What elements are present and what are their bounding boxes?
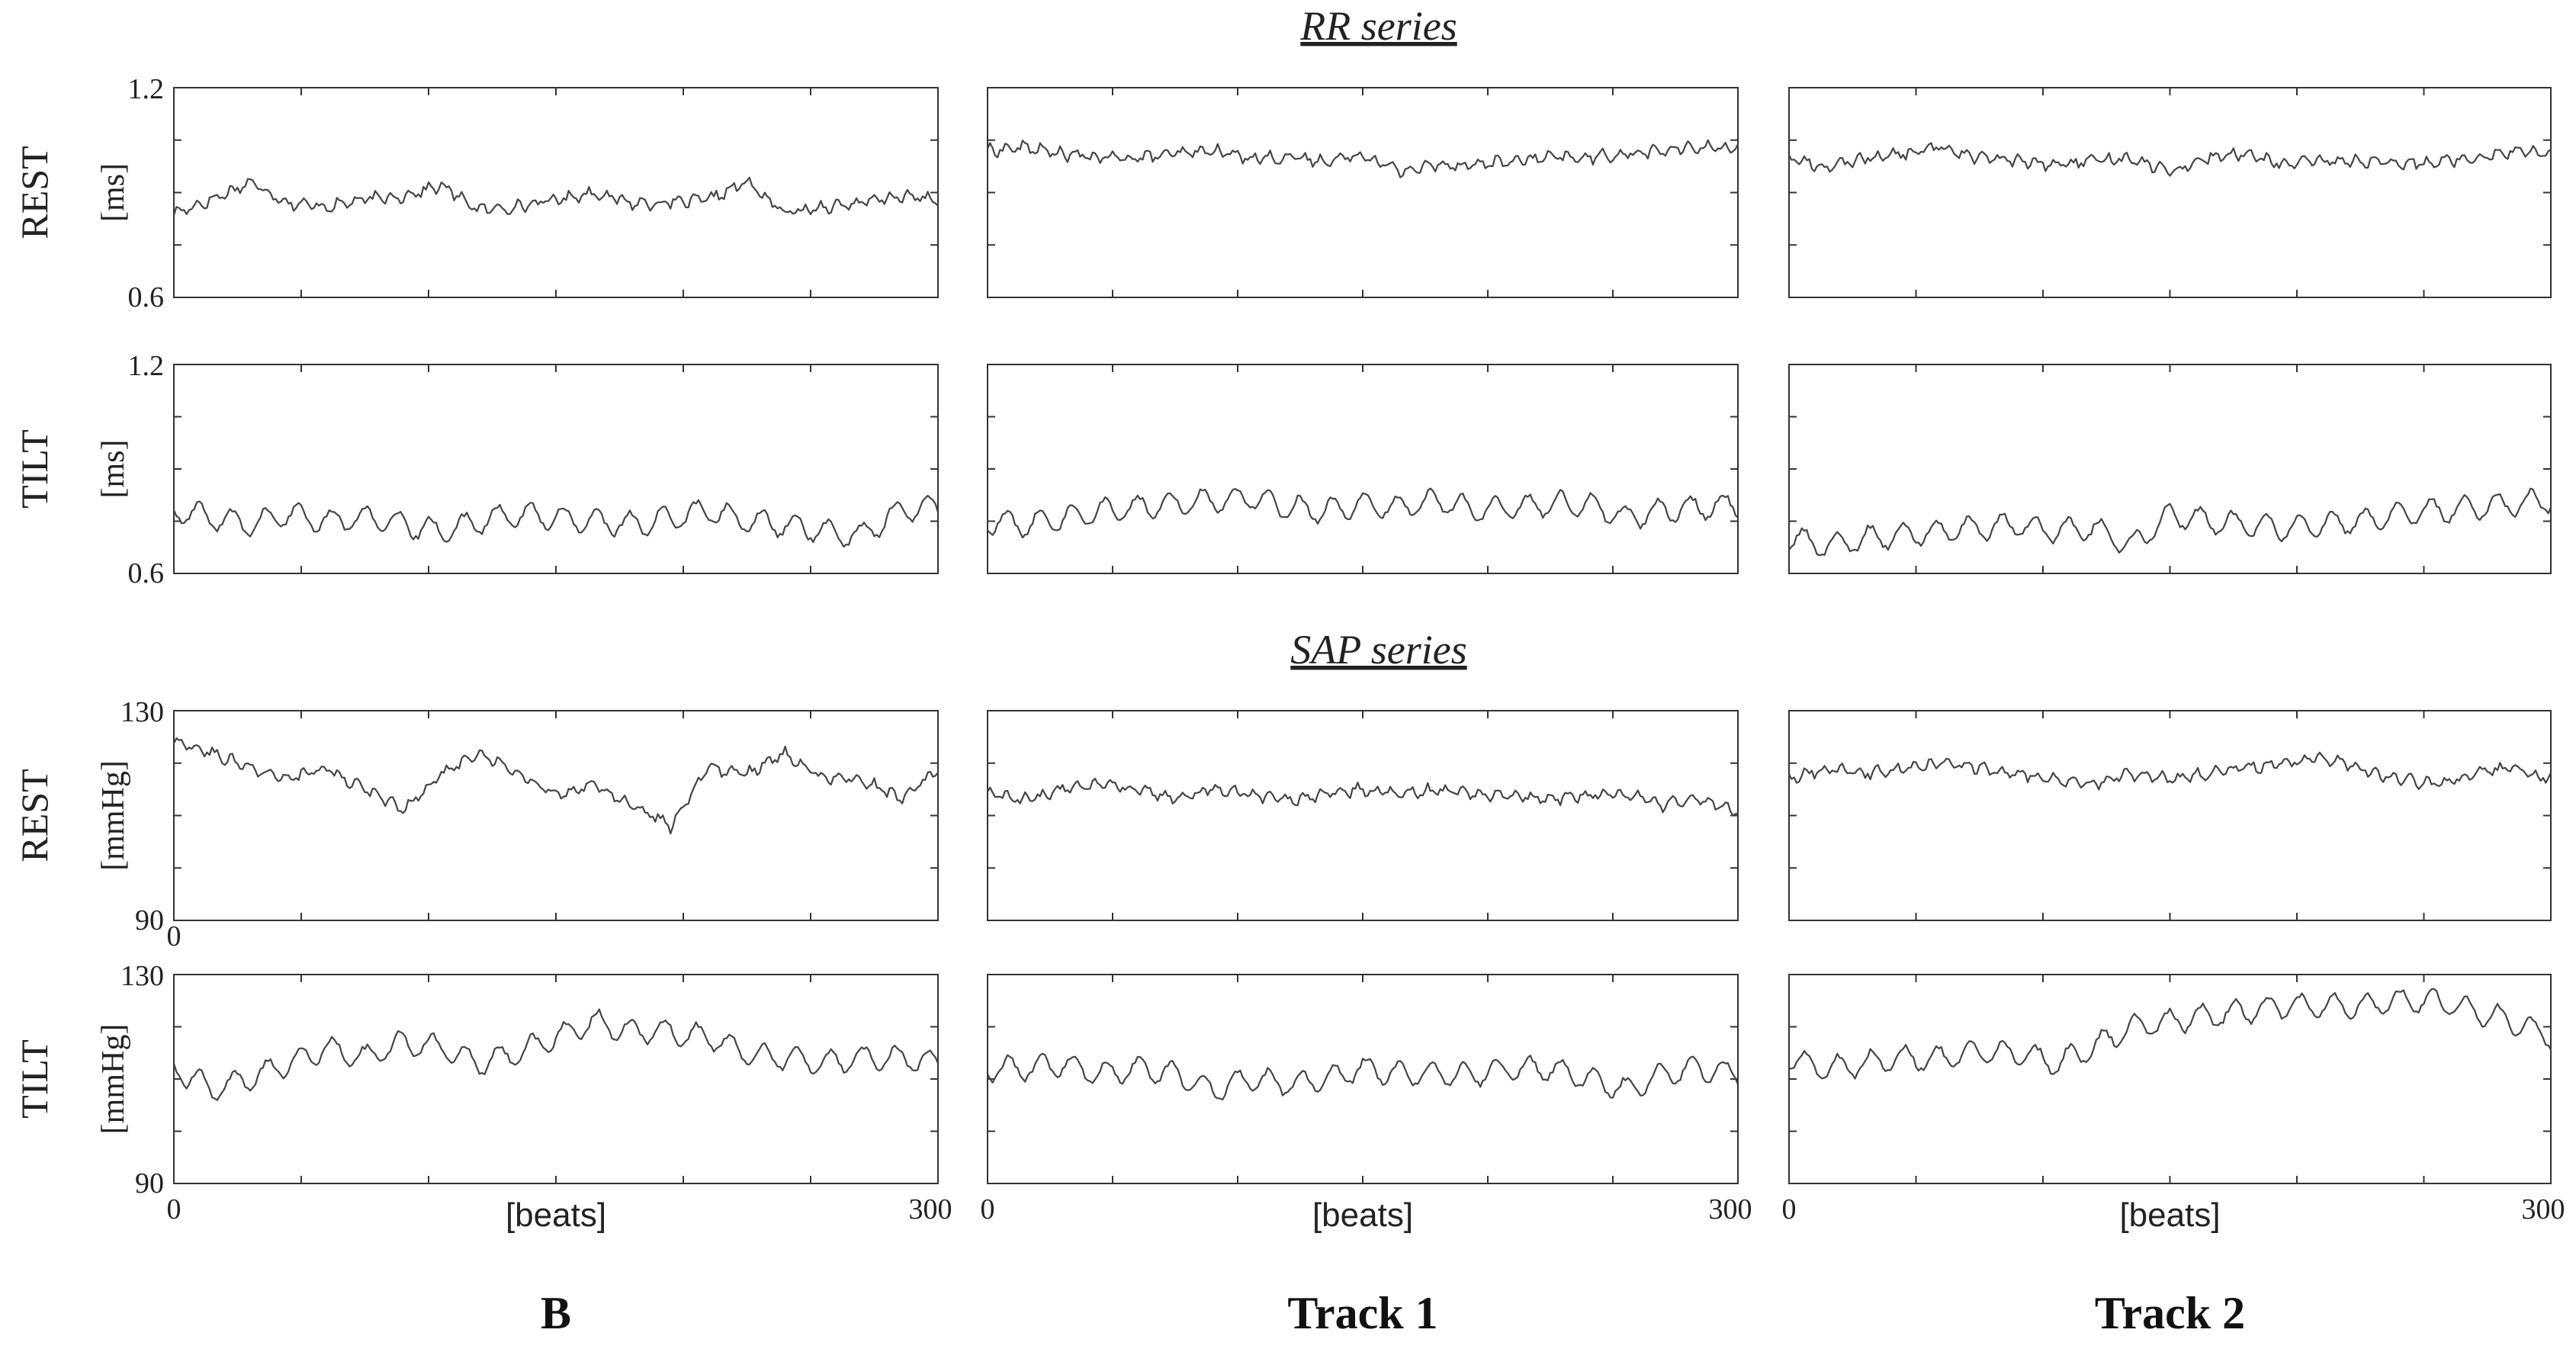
row-unit-label: [ms] xyxy=(96,163,131,222)
x-axis-label: [beats] xyxy=(2119,1196,2220,1234)
row-condition-label: TILT xyxy=(13,429,56,509)
column-title: B xyxy=(541,1288,571,1338)
chart-panel xyxy=(987,710,1739,921)
chart-panel xyxy=(172,364,940,574)
panel-frame xyxy=(1788,364,2552,574)
chart-panel xyxy=(1788,87,2552,298)
chart-panel xyxy=(172,87,939,298)
column-title: Track 1 xyxy=(1287,1288,1437,1338)
panel-frame xyxy=(173,87,939,298)
panel-frame xyxy=(987,364,1739,574)
series-line xyxy=(1788,751,2552,791)
x-max-tick-label: 300 xyxy=(909,1193,952,1225)
series-line xyxy=(1788,988,2552,1080)
series-line xyxy=(172,494,940,548)
row-condition-label: TILT xyxy=(13,1039,56,1119)
x-zero-tick-label: 0 xyxy=(167,920,181,952)
section-title: SAP series xyxy=(1290,627,1466,673)
series-line xyxy=(172,1008,940,1101)
series-line xyxy=(1788,142,2552,177)
column-title: Track 2 xyxy=(2095,1288,2245,1338)
series-line xyxy=(1788,487,2552,557)
y-max-tick-label: 1.2 xyxy=(128,350,165,382)
x-max-tick-label: 300 xyxy=(1709,1193,1752,1225)
y-max-tick-label: 130 xyxy=(120,696,164,728)
x-max-tick-label: 300 xyxy=(2522,1193,2565,1225)
chart-panel xyxy=(986,87,1739,298)
y-min-tick-label: 0.6 xyxy=(128,281,165,313)
panel-frame xyxy=(1788,87,2552,298)
panel-frame xyxy=(173,974,939,1184)
panel-frame xyxy=(987,87,1739,298)
y-min-tick-label: 90 xyxy=(135,904,164,936)
panel-frame xyxy=(173,364,939,574)
x-min-tick-label: 0 xyxy=(1782,1193,1797,1225)
y-min-tick-label: 0.6 xyxy=(128,557,165,589)
chart-panel xyxy=(173,710,939,921)
row-condition-label: REST xyxy=(13,146,56,239)
series-line xyxy=(986,139,1739,178)
chart-panel xyxy=(172,974,940,1184)
chart-panel xyxy=(987,364,1739,574)
series-line xyxy=(173,737,939,835)
series-line xyxy=(987,487,1739,539)
row-unit-label: [mmHg] xyxy=(96,1024,131,1135)
chart-panel xyxy=(987,974,1739,1184)
section-title: RR series xyxy=(1299,3,1457,49)
panel-frame xyxy=(1788,974,2552,1184)
x-axis-label: [beats] xyxy=(506,1196,606,1234)
y-min-tick-label: 90 xyxy=(135,1167,164,1199)
chart-panel xyxy=(1788,710,2552,921)
row-condition-label: REST xyxy=(13,769,56,862)
y-max-tick-label: 1.2 xyxy=(128,73,165,105)
row-unit-label: [ms] xyxy=(96,440,131,499)
chart-panel xyxy=(1788,974,2552,1184)
y-max-tick-label: 130 xyxy=(120,960,164,992)
series-line xyxy=(987,777,1739,817)
series-line xyxy=(172,176,939,216)
panel-frame xyxy=(987,710,1739,921)
series-line xyxy=(987,1052,1739,1101)
panel-frame xyxy=(1788,710,2552,921)
panel-frame xyxy=(173,710,939,921)
row-unit-label: [mmHg] xyxy=(96,760,131,871)
x-axis-label: [beats] xyxy=(1312,1196,1413,1234)
x-min-tick-label: 0 xyxy=(167,1193,181,1225)
chart-panel xyxy=(1788,364,2552,574)
panel-frame xyxy=(987,974,1739,1184)
x-min-tick-label: 0 xyxy=(981,1193,995,1225)
